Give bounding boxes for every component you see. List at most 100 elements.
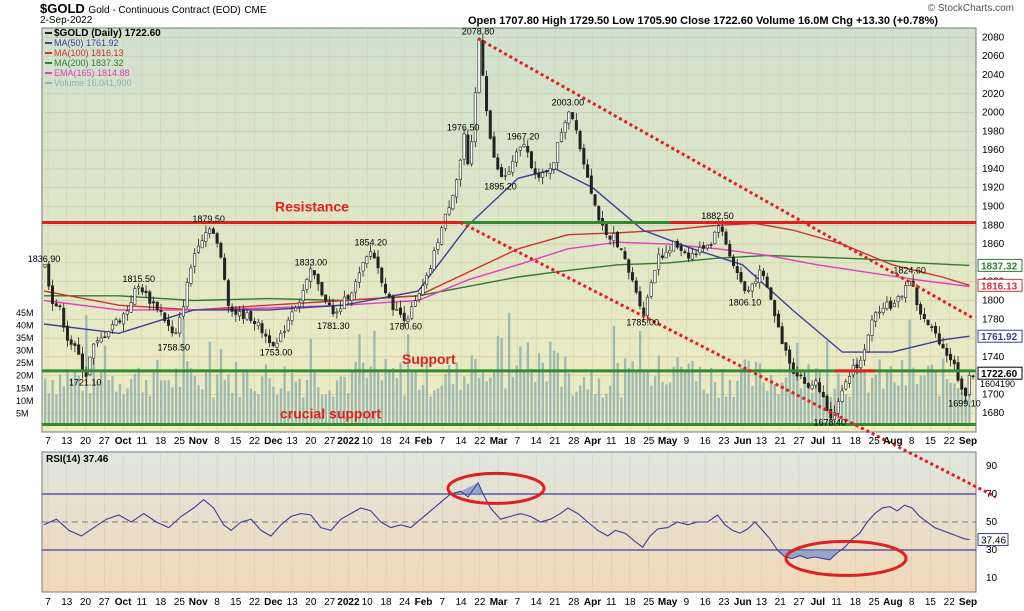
candle-body xyxy=(694,253,698,256)
candle-body xyxy=(728,243,732,257)
candle-body xyxy=(746,289,750,292)
candle-body xyxy=(406,318,410,322)
price-tick-label: 1960 xyxy=(982,145,1005,156)
volume-bar xyxy=(728,380,732,426)
volume-bar xyxy=(848,396,851,426)
rsi-x-tick-label: 13 xyxy=(287,597,299,608)
candle-body xyxy=(806,383,810,388)
volume-bar xyxy=(118,383,122,426)
rsi-x-tick-label: Mar xyxy=(490,597,508,608)
rsi-x-tick-label: 20 xyxy=(80,597,92,608)
volume-bar xyxy=(519,346,522,426)
volume-bar xyxy=(320,394,324,426)
candle-body xyxy=(170,326,174,334)
candle-body xyxy=(234,309,238,315)
candle-body xyxy=(47,263,51,287)
candle-body xyxy=(455,179,459,198)
price-value-label: 1699.10 xyxy=(948,398,981,408)
candle-body xyxy=(80,353,84,372)
candle-body xyxy=(567,111,571,124)
resistance-label: Resistance xyxy=(275,198,349,214)
volume-bar xyxy=(526,342,530,426)
candle-body xyxy=(926,319,930,326)
crucial-support-label: crucial support xyxy=(280,405,381,421)
lower-trendline xyxy=(459,221,997,499)
candle-body xyxy=(500,167,504,178)
volume-bar xyxy=(201,389,204,426)
candle-body xyxy=(485,76,489,112)
candle-body xyxy=(95,340,99,344)
volume-bar xyxy=(246,371,249,426)
candle-body xyxy=(204,232,208,242)
rsi-x-tick-label: 25 xyxy=(174,597,186,608)
candle-body xyxy=(960,378,964,390)
volume-bar xyxy=(908,319,911,426)
volume-bar xyxy=(725,396,728,426)
candle-body xyxy=(821,392,825,398)
volume-bar xyxy=(429,396,432,426)
volume-bar xyxy=(392,368,395,426)
volume-bar xyxy=(253,391,256,426)
volume-bar xyxy=(141,392,144,426)
candle-body xyxy=(466,134,470,165)
candle-body xyxy=(735,266,739,273)
candle-body xyxy=(159,310,163,312)
candle-body xyxy=(623,251,627,260)
volume-bar xyxy=(276,395,279,426)
volume-bar xyxy=(478,377,481,426)
volume-bar xyxy=(930,364,934,426)
candle-body xyxy=(410,306,414,319)
volume-bar xyxy=(564,356,567,426)
price-tick-label: 1780 xyxy=(982,314,1005,325)
candle-body xyxy=(945,348,949,356)
volume-bar xyxy=(216,374,219,426)
volume-bar xyxy=(178,387,182,426)
x-tick-label: Jul xyxy=(811,436,826,447)
volume-bar xyxy=(889,366,892,426)
candle-body xyxy=(761,270,765,277)
candle-body xyxy=(702,245,706,249)
candle-body xyxy=(803,377,807,384)
rsi-x-tick-label: 18 xyxy=(624,597,636,608)
candle-body xyxy=(754,281,758,284)
volume-bar xyxy=(261,376,264,426)
volume-bar xyxy=(421,385,425,426)
price-tick-label: 2080 xyxy=(982,32,1005,43)
volume-bar xyxy=(493,371,496,426)
price-value-label: 1678.40 xyxy=(814,418,847,428)
price-tick-label: 1860 xyxy=(982,239,1005,250)
volume-bar xyxy=(796,342,799,426)
volume-bar xyxy=(631,361,634,426)
volume-tick-label: 25M xyxy=(16,358,34,368)
x-tick-label: 28 xyxy=(568,436,580,447)
volume-bar xyxy=(934,370,937,426)
price-tick-label: 1800 xyxy=(982,295,1005,306)
volume-bar xyxy=(156,359,159,426)
candle-body xyxy=(619,248,623,250)
volume-bar xyxy=(609,385,612,426)
candle-body xyxy=(380,267,384,283)
volume-bar xyxy=(582,377,586,426)
volume-bar xyxy=(160,380,163,426)
volume-bar xyxy=(777,394,780,426)
volume-bar xyxy=(100,371,103,426)
candle-body xyxy=(73,343,77,346)
candle-body xyxy=(496,157,500,170)
candle-body xyxy=(477,38,481,93)
candle-body xyxy=(54,303,58,307)
candle-body xyxy=(417,293,421,301)
candle-body xyxy=(825,395,829,411)
candle-body xyxy=(683,251,687,254)
candle-body xyxy=(275,342,279,348)
candle-body xyxy=(664,251,668,259)
volume-bar xyxy=(698,366,702,426)
candle-body xyxy=(447,207,451,215)
volume-bar xyxy=(347,392,350,426)
volume-bar xyxy=(380,380,384,426)
volume-bar xyxy=(103,345,107,426)
volume-bar xyxy=(537,353,541,426)
candle-body xyxy=(286,319,290,331)
price-value-label: 1753.00 xyxy=(260,348,293,358)
price-tick-label: 2040 xyxy=(982,70,1005,81)
candle-body xyxy=(316,274,320,285)
